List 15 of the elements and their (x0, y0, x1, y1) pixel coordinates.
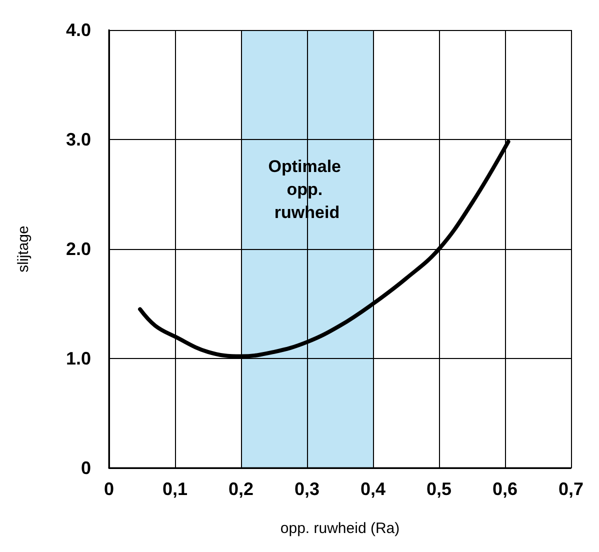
y-tick-label: 4.0 (66, 20, 91, 40)
x-tick-label: 0,1 (162, 479, 188, 499)
x-tick-label: 0,7 (558, 479, 584, 499)
y-tick-label: 0 (80, 458, 91, 478)
x-tick-label: 0 (104, 479, 114, 499)
x-tick-label: 0,6 (492, 479, 518, 499)
x-tick-label: 0,2 (228, 479, 254, 499)
y-tick-label: 1.0 (66, 348, 91, 368)
x-tick-label: 0,4 (360, 479, 386, 499)
y-axis-title: slijtage (15, 226, 32, 272)
x-tick-label: 0,5 (426, 479, 452, 499)
y-tick-label: 3.0 (66, 130, 91, 150)
x-tick-label: 0,3 (294, 479, 320, 499)
x-axis-title: opp. ruwheid (Ra) (280, 520, 400, 537)
y-tick-label: 2.0 (66, 239, 91, 259)
